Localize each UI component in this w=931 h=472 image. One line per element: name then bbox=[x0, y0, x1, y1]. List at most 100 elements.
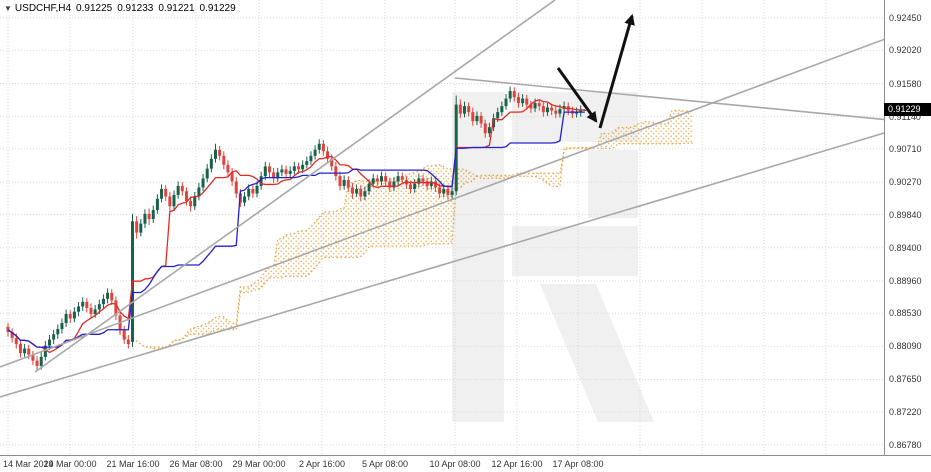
candle bbox=[529, 104, 533, 109]
y-axis-label: 0.92020 bbox=[889, 45, 922, 56]
tenkan-sen-line bbox=[7, 99, 585, 354]
candle bbox=[301, 164, 305, 170]
arrow-annotation[interactable] bbox=[598, 13, 635, 129]
y-axis-label: 0.88960 bbox=[889, 275, 922, 286]
x-axis-label: 12 Apr 16:00 bbox=[491, 459, 543, 469]
symbol-name: USDCHF,H4 bbox=[14, 3, 72, 14]
candle bbox=[201, 178, 205, 188]
ohlc-high: 0.91233 bbox=[117, 3, 154, 14]
candle bbox=[35, 360, 39, 366]
current-price-badge: 0.91229 bbox=[884, 102, 931, 116]
candle bbox=[247, 188, 251, 197]
senkou-span-a-line bbox=[115, 109, 693, 351]
candle bbox=[396, 176, 400, 182]
candle bbox=[122, 330, 126, 340]
candle bbox=[388, 181, 392, 188]
candle bbox=[425, 181, 429, 186]
trendline[interactable] bbox=[0, 119, 931, 398]
x-axis-label: 26 Mar 08:00 bbox=[169, 459, 223, 469]
candle bbox=[197, 187, 201, 197]
candle bbox=[400, 176, 404, 180]
ohlc-open: 0.91225 bbox=[76, 3, 113, 14]
ohlc-low: 0.91221 bbox=[158, 3, 195, 14]
candle bbox=[68, 313, 72, 319]
trendline[interactable] bbox=[454, 77, 931, 124]
trendline[interactable] bbox=[0, 22, 931, 368]
candle bbox=[85, 301, 89, 308]
candle bbox=[338, 176, 342, 186]
y-axis-label: 0.91580 bbox=[889, 78, 922, 89]
plot-area bbox=[0, 0, 931, 455]
y-axis-label: 0.89840 bbox=[889, 209, 922, 220]
trendline[interactable] bbox=[34, 0, 556, 373]
candle bbox=[525, 98, 529, 105]
candle bbox=[89, 307, 93, 314]
kijun-sen-line bbox=[7, 111, 585, 348]
candle bbox=[222, 155, 226, 165]
candle bbox=[350, 187, 354, 194]
candle bbox=[97, 304, 101, 310]
candle bbox=[272, 172, 276, 179]
candle bbox=[81, 301, 85, 307]
candle bbox=[52, 334, 56, 340]
candle bbox=[31, 354, 35, 361]
candle bbox=[359, 188, 363, 197]
symbol-info-line: ▼ USDCHF,H4 0.91225 0.91233 0.91221 0.91229 bbox=[4, 3, 241, 14]
candle bbox=[554, 110, 558, 114]
candle bbox=[479, 115, 483, 124]
candle bbox=[184, 191, 188, 201]
candle bbox=[521, 98, 525, 104]
y-axis-label: 0.87220 bbox=[889, 406, 922, 417]
candle bbox=[205, 168, 209, 179]
candle bbox=[151, 210, 155, 220]
ohlc-close: 0.91229 bbox=[199, 3, 236, 14]
candle bbox=[209, 158, 213, 169]
candle bbox=[421, 178, 425, 182]
candle bbox=[346, 179, 350, 188]
y-axis-label: 0.89400 bbox=[889, 242, 922, 253]
candle bbox=[550, 107, 554, 111]
candle bbox=[313, 149, 317, 156]
candle bbox=[579, 109, 583, 113]
candle bbox=[558, 109, 562, 114]
candle bbox=[10, 332, 14, 339]
candle bbox=[342, 179, 346, 186]
candle bbox=[72, 311, 76, 319]
candle bbox=[259, 176, 263, 186]
candle bbox=[189, 201, 193, 207]
candle bbox=[355, 188, 359, 194]
arrow-annotation[interactable] bbox=[556, 67, 598, 123]
candle bbox=[110, 292, 114, 301]
candle bbox=[446, 188, 450, 195]
x-axis-label: 17 Apr 08:00 bbox=[552, 459, 604, 469]
candle bbox=[255, 185, 259, 194]
y-axis-label: 0.87650 bbox=[889, 374, 922, 385]
y-axis-label: 0.90270 bbox=[889, 177, 922, 188]
candle bbox=[176, 185, 180, 195]
y-axis-label: 0.86780 bbox=[889, 440, 922, 450]
candle bbox=[375, 178, 379, 182]
candle bbox=[114, 300, 118, 316]
candle bbox=[180, 185, 184, 192]
candle bbox=[500, 106, 504, 113]
candle bbox=[537, 103, 541, 107]
candle bbox=[504, 98, 508, 107]
candle bbox=[575, 112, 579, 114]
candle bbox=[56, 329, 60, 335]
candle bbox=[218, 149, 222, 156]
candle bbox=[433, 181, 437, 188]
candle bbox=[392, 181, 396, 188]
candle bbox=[14, 338, 18, 345]
x-axis-label: 19 Mar 00:00 bbox=[43, 459, 97, 469]
senkou-span-b-line bbox=[115, 142, 693, 348]
candle bbox=[234, 181, 238, 194]
candle bbox=[214, 149, 217, 159]
candle bbox=[226, 164, 230, 173]
candle bbox=[413, 183, 417, 189]
candle bbox=[371, 178, 375, 184]
candle bbox=[155, 198, 159, 211]
candle bbox=[292, 166, 296, 171]
y-axis-label: 0.92450 bbox=[889, 13, 922, 23]
